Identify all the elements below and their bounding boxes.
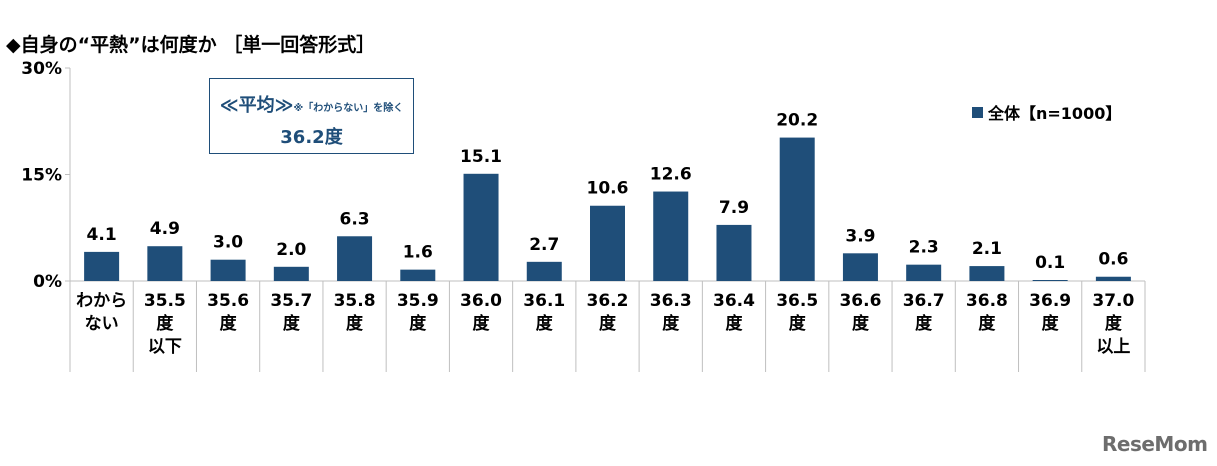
bar-value-label: 0.6 (1098, 250, 1128, 270)
bar (337, 236, 373, 281)
average-label: ≪平均≫ (219, 95, 294, 116)
x-tick-label: 度 (220, 313, 238, 334)
x-tick-label: 度 (283, 313, 301, 334)
bar (1095, 276, 1131, 281)
x-tick-label: 35.6 (207, 291, 249, 311)
x-tick-label: 度 (536, 313, 554, 334)
x-tick-label: 36.3 (650, 291, 692, 311)
x-tick-label: 36.5 (776, 291, 818, 311)
x-tick-label: 以上 (1096, 337, 1130, 357)
bar-value-label: 6.3 (339, 209, 369, 229)
bar (463, 173, 499, 281)
bar (1032, 280, 1068, 281)
bar-value-label: 2.0 (276, 240, 306, 260)
bar-value-label: 15.1 (460, 147, 502, 167)
y-tick-label: 15% (21, 166, 62, 186)
bar (210, 259, 246, 281)
average-value: 36.2度 (280, 127, 343, 148)
bar-value-label: 4.1 (87, 225, 117, 245)
x-tick-label: 35.9 (397, 291, 439, 311)
x-tick-label: 度 (473, 313, 491, 334)
x-tick-label: 35.7 (270, 291, 312, 311)
x-tick-label: 35.5 (144, 291, 186, 311)
bar (842, 253, 878, 281)
bar (906, 264, 942, 281)
x-tick-label: 度 (725, 313, 743, 334)
bar-value-label: 2.3 (909, 238, 939, 258)
bar-value-label: 10.6 (587, 179, 629, 199)
x-tick-label: 度 (662, 313, 680, 334)
x-tick-label: 36.1 (523, 291, 565, 311)
x-tick-label: 度 (599, 313, 617, 334)
x-tick-label: 以下 (148, 337, 182, 357)
bar (84, 251, 120, 281)
x-tick-label: 35.8 (334, 291, 376, 311)
x-tick-label: ない (85, 314, 119, 334)
bar (779, 137, 815, 281)
bar-value-label: 4.9 (150, 219, 180, 239)
y-tick-label: 30% (21, 59, 62, 79)
x-tick-label: 36.0 (460, 291, 502, 311)
x-tick-label: 度 (346, 313, 364, 334)
bar-value-label: 3.9 (845, 226, 875, 246)
resemom-logo: ReseMom (1102, 432, 1208, 456)
bar-value-label: 3.0 (213, 233, 243, 253)
bar (653, 191, 689, 281)
average-annotation-box: ≪平均≫※「わからない」を除く 36.2度 (209, 78, 414, 154)
bar-value-label: 2.7 (529, 235, 559, 255)
bar-value-label: 0.1 (1035, 253, 1065, 273)
x-tick-label: 36.9 (1029, 291, 1071, 311)
x-tick-label: 36.8 (966, 291, 1008, 311)
average-note: ※「わからない」を除く (293, 103, 404, 114)
bar (969, 266, 1005, 281)
bar (716, 224, 752, 281)
y-tick-label: 0% (33, 272, 62, 292)
x-tick-label: 36.7 (903, 291, 945, 311)
x-tick-label: 37.0 (1092, 291, 1134, 311)
bar-value-label: 2.1 (972, 239, 1002, 259)
bar (147, 246, 183, 281)
bar-value-label: 20.2 (776, 111, 818, 131)
x-tick-label: 36.2 (587, 291, 629, 311)
x-tick-label: 36.4 (713, 291, 755, 311)
x-tick-label: 度 (1042, 313, 1060, 334)
x-tick-label: 度 (1105, 313, 1123, 334)
x-tick-label: 度 (156, 313, 174, 334)
bar (526, 261, 562, 281)
x-tick-label: わから (76, 291, 127, 311)
x-tick-label: 度 (409, 313, 427, 334)
legend-label: 全体【n=1000】 (988, 104, 1122, 123)
bar (590, 205, 625, 281)
bar-value-label: 7.9 (719, 198, 749, 218)
bar (400, 269, 436, 281)
legend: 全体【n=1000】 (972, 100, 1121, 124)
x-tick-label: 度 (915, 313, 933, 334)
bar-value-label: 12.6 (650, 165, 692, 185)
x-tick-label: 度 (852, 313, 870, 334)
x-tick-label: 度 (978, 313, 996, 334)
bar (273, 266, 309, 281)
x-tick-label: 度 (789, 313, 807, 334)
chart-title: ◆自身の“平熱”は何度か ［単一回答形式］ (6, 34, 376, 56)
x-tick-label: 36.6 (839, 291, 881, 311)
legend-swatch (972, 106, 983, 118)
bar-value-label: 1.6 (403, 243, 433, 263)
